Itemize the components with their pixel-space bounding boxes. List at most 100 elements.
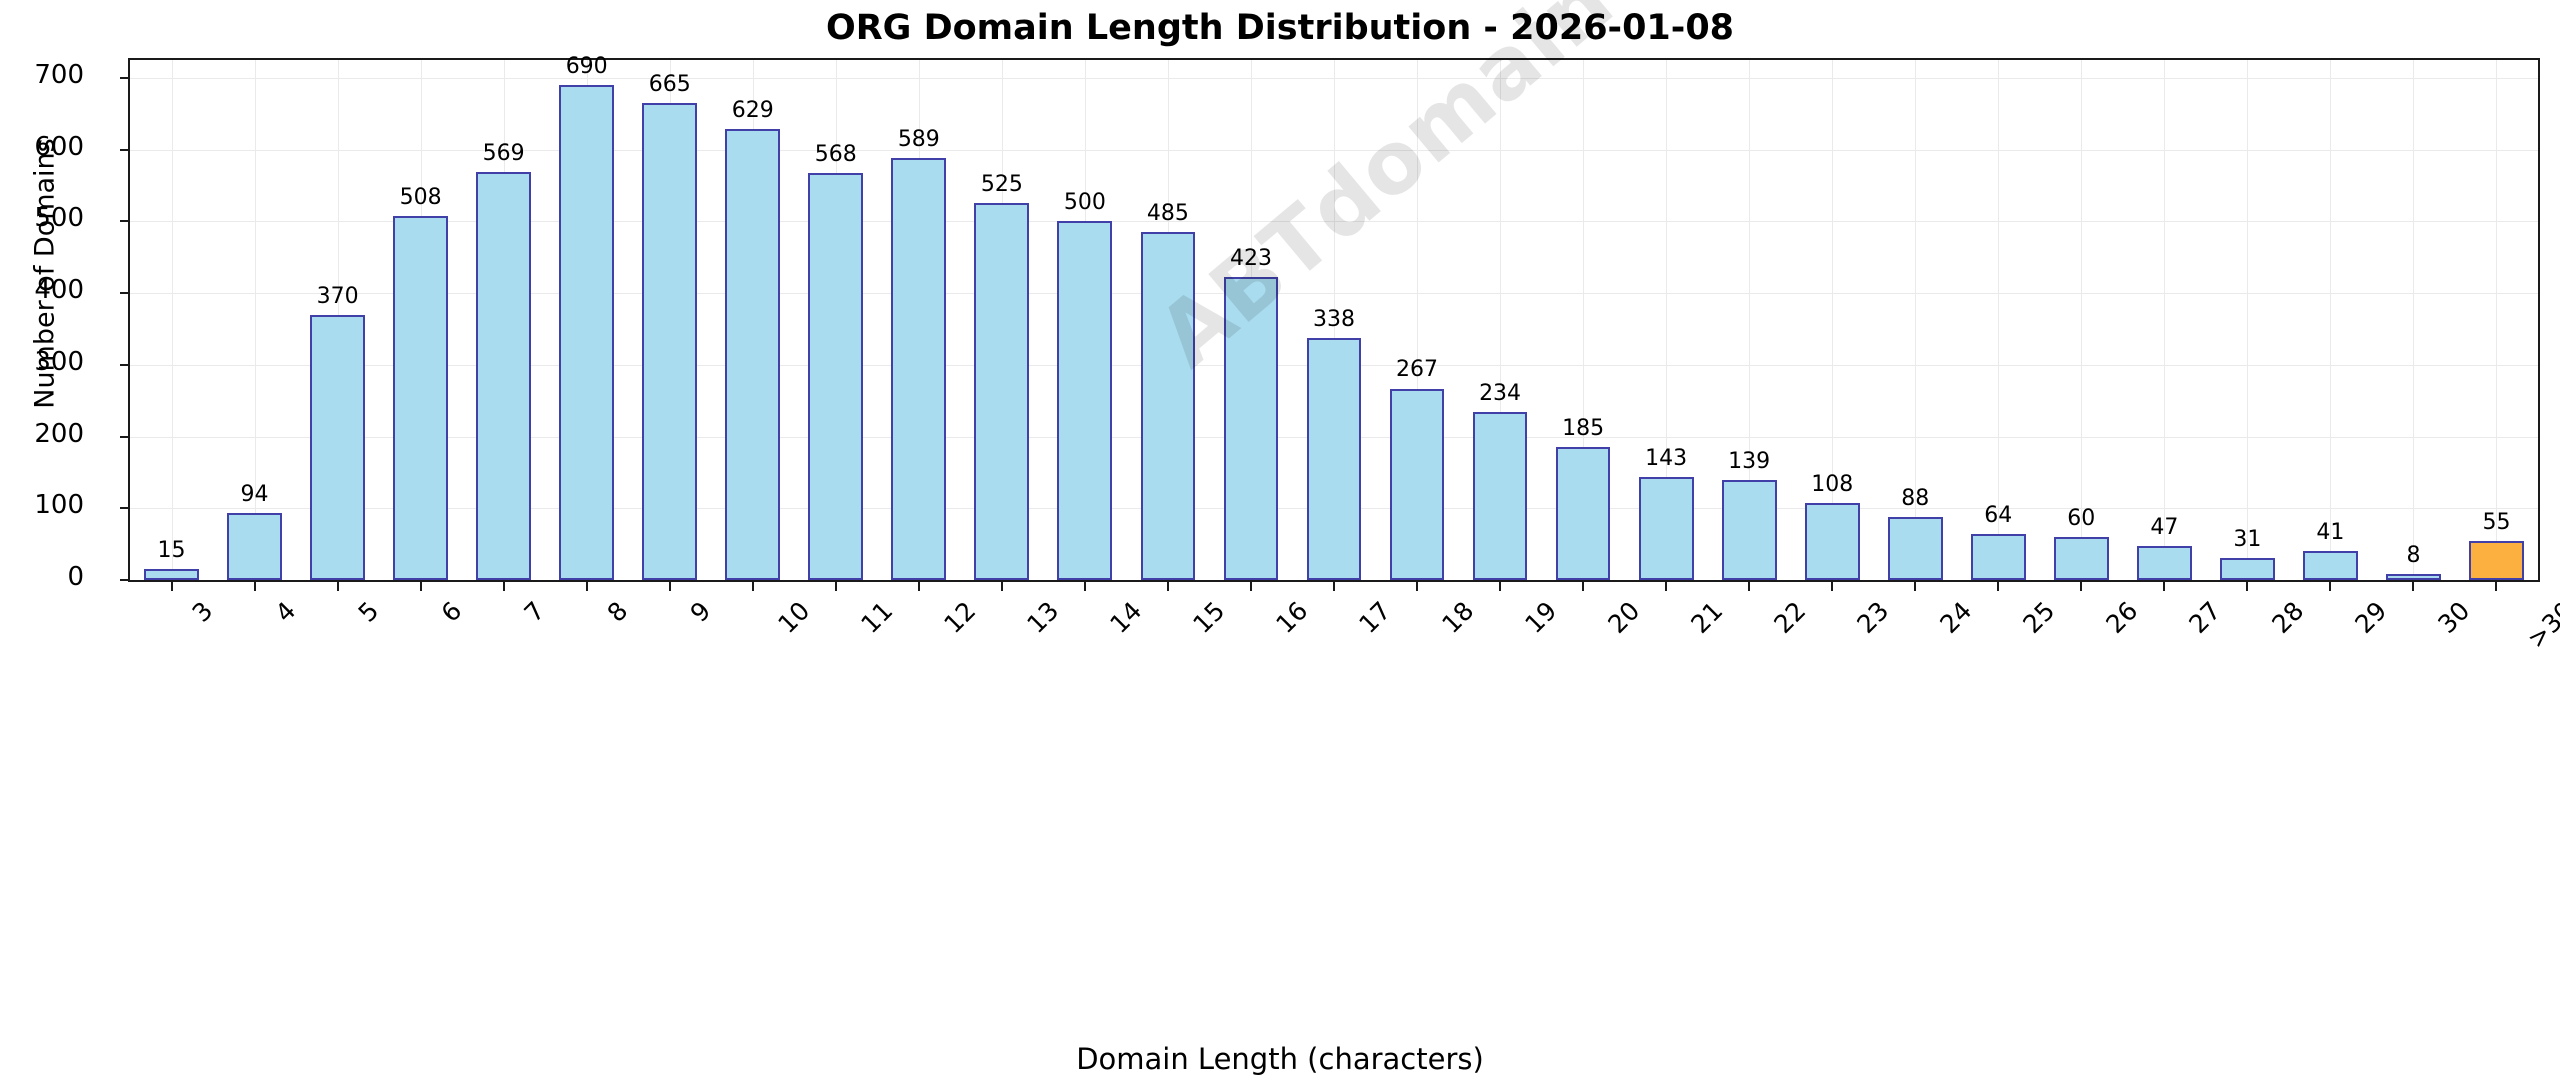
gridline-vertical xyxy=(2247,60,2248,580)
x-tick-mark xyxy=(751,582,754,591)
gridline-vertical xyxy=(2496,60,2497,580)
chart-title: ORG Domain Length Distribution - 2026-01… xyxy=(825,8,1735,48)
bar-17[interactable] xyxy=(1306,337,1362,580)
x-tick-mark xyxy=(668,582,671,591)
x-tick-mark xyxy=(585,582,588,591)
x-tick-mark xyxy=(1748,582,1751,591)
bar-value-label: 508 xyxy=(399,184,442,210)
bar-7[interactable] xyxy=(476,171,532,580)
bar-value-label: 15 xyxy=(157,538,186,564)
gridline-vertical xyxy=(1500,60,1501,580)
bar-value-label: 185 xyxy=(1562,416,1605,442)
x-tick-mark xyxy=(917,582,920,591)
bar-value-label: 569 xyxy=(482,140,525,166)
x-tick-label-3: 3 xyxy=(186,596,218,628)
x-tick-label->30: >30 xyxy=(2521,596,2560,654)
bar-25[interactable] xyxy=(1970,534,2026,580)
x-tick-mark xyxy=(1831,582,1834,591)
bar-13[interactable] xyxy=(974,203,1030,580)
bar-11[interactable] xyxy=(808,172,864,580)
bar-23[interactable] xyxy=(1804,502,1860,580)
x-tick-label-22: 22 xyxy=(1768,596,1812,640)
bar-10[interactable] xyxy=(725,128,781,580)
bar-value-label: 500 xyxy=(1063,190,1106,216)
bar-24[interactable] xyxy=(1887,516,1943,580)
x-tick-label-24: 24 xyxy=(1934,596,1978,640)
gridline-vertical xyxy=(1998,60,1999,580)
bar-value-label: 423 xyxy=(1229,245,1272,271)
bar-16[interactable] xyxy=(1223,276,1279,580)
bar-6[interactable] xyxy=(393,215,449,580)
x-tick-label-10: 10 xyxy=(772,596,816,640)
y-tick-mark xyxy=(120,220,128,223)
y-tick-label: 100 xyxy=(34,490,84,521)
x-tick-label-30: 30 xyxy=(2432,596,2476,640)
x-tick-mark xyxy=(2080,582,2083,591)
bar-20[interactable] xyxy=(1555,447,1611,580)
x-tick-label-15: 15 xyxy=(1187,596,1231,640)
x-tick-label-16: 16 xyxy=(1270,596,1314,640)
bar-value-label: 525 xyxy=(980,172,1023,198)
bar-18[interactable] xyxy=(1389,388,1445,580)
x-tick-mark xyxy=(1000,582,1003,591)
bar-22[interactable] xyxy=(1721,480,1777,580)
y-tick-label: 400 xyxy=(34,275,84,306)
x-tick-mark xyxy=(1166,582,1169,591)
bar-value-label: 64 xyxy=(1984,503,2013,529)
bar-26[interactable] xyxy=(2053,536,2109,580)
y-tick-mark xyxy=(120,435,128,438)
x-tick-label-29: 29 xyxy=(2349,596,2393,640)
x-tick-mark xyxy=(253,582,256,591)
bar-value-label: 8 xyxy=(2406,543,2421,569)
bar-value-label: 568 xyxy=(814,141,857,167)
x-tick-mark xyxy=(2163,582,2166,591)
bar-28[interactable] xyxy=(2219,557,2275,580)
bar-5[interactable] xyxy=(310,314,365,580)
x-tick-label-7: 7 xyxy=(518,596,551,628)
gridline-vertical xyxy=(2081,60,2082,580)
bar-14[interactable] xyxy=(1057,221,1113,580)
bar-30[interactable] xyxy=(2386,574,2441,580)
gridline-vertical xyxy=(172,60,173,580)
x-tick-mark xyxy=(1083,582,1086,591)
x-tick-mark xyxy=(336,582,339,591)
plot-area xyxy=(128,58,2540,582)
y-tick-mark xyxy=(120,363,128,366)
bar-29[interactable] xyxy=(2303,550,2358,580)
y-tick-label: 500 xyxy=(34,203,84,234)
bar-9[interactable] xyxy=(642,103,698,580)
y-tick-label: 300 xyxy=(34,346,84,377)
gridline-horizontal xyxy=(130,580,2538,581)
x-tick-label-26: 26 xyxy=(2100,596,2144,640)
x-tick-label-5: 5 xyxy=(352,596,384,628)
gridline-vertical xyxy=(1666,60,1667,580)
y-tick-label: 600 xyxy=(34,131,84,162)
x-tick-mark xyxy=(1914,582,1917,591)
x-tick-label-23: 23 xyxy=(1851,596,1895,640)
gridline-vertical xyxy=(255,60,256,580)
x-tick-label-4: 4 xyxy=(269,596,301,628)
bar-value-label: 47 xyxy=(2150,515,2179,541)
y-tick-mark xyxy=(120,292,128,295)
bar-value-label: 108 xyxy=(1811,471,1854,497)
x-tick-mark xyxy=(1499,582,1502,591)
bar->30[interactable] xyxy=(2469,540,2524,580)
bar-value-label: 41 xyxy=(2316,519,2345,545)
bar-19[interactable] xyxy=(1472,412,1528,580)
gridline-vertical xyxy=(1749,60,1750,580)
bar-15[interactable] xyxy=(1140,232,1196,580)
x-tick-label-13: 13 xyxy=(1021,596,1065,640)
x-tick-mark xyxy=(1249,582,1252,591)
bar-12[interactable] xyxy=(891,157,947,580)
bar-value-label: 143 xyxy=(1645,446,1688,472)
x-tick-label-11: 11 xyxy=(855,596,899,640)
x-tick-label-18: 18 xyxy=(1436,596,1480,640)
bar-4[interactable] xyxy=(227,512,282,580)
bar-21[interactable] xyxy=(1638,477,1694,580)
x-tick-label-25: 25 xyxy=(2017,596,2061,640)
bar-8[interactable] xyxy=(559,85,615,580)
bar-27[interactable] xyxy=(2136,546,2192,580)
bar-3[interactable] xyxy=(144,569,199,580)
gridline-vertical xyxy=(1334,60,1335,580)
